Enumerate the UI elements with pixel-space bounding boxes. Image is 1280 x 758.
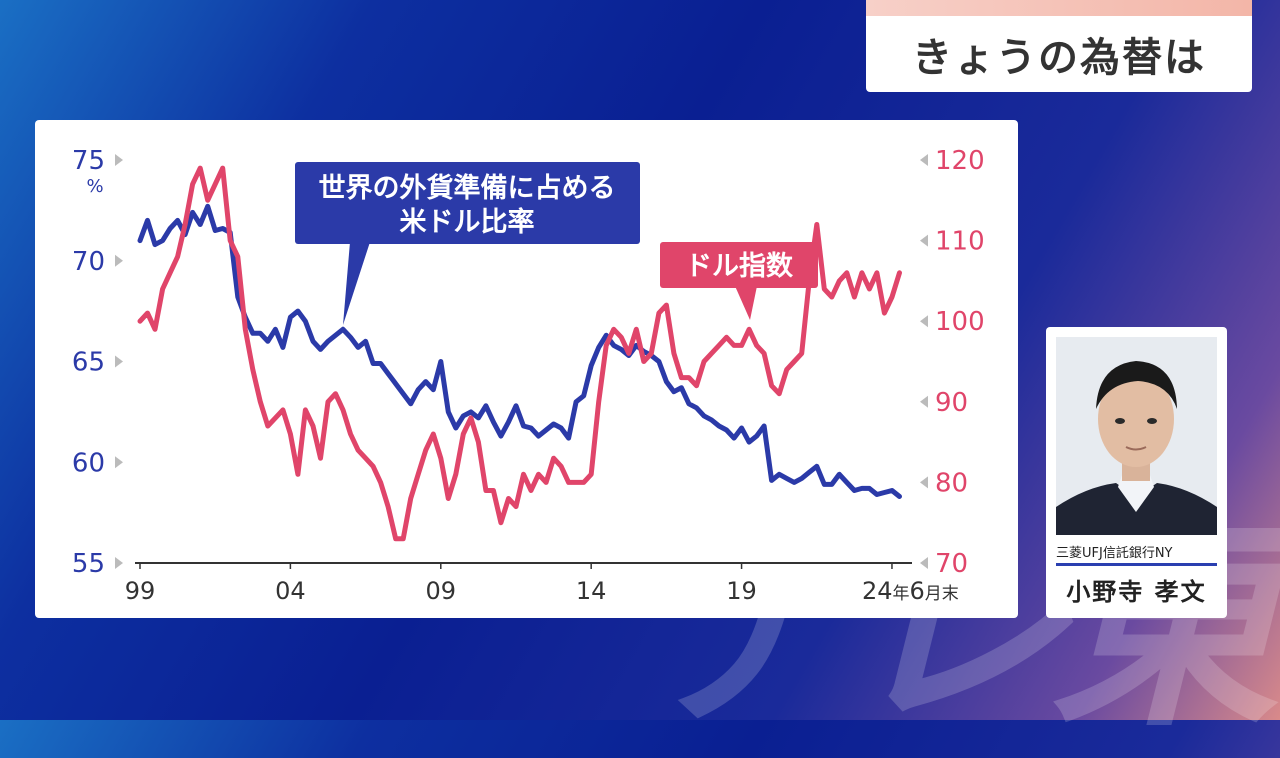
reserve-share-line (137, 203, 902, 499)
dual-axis-line-chart: 99 04 09 14 19 24年6月末 55 60 65 70 75% 70 80 90 100 110 1… (72, 146, 985, 605)
left-axis-tick-label: 65 (72, 348, 105, 378)
right-axis-tick-label: 90 (935, 388, 968, 418)
x-tick-label: 19 (726, 577, 757, 605)
right-axis-tick-marker (920, 395, 928, 408)
x-tick-label: 09 (426, 577, 457, 605)
right-axis-tick-marker (920, 154, 928, 166)
commentator-card: 三菱UFJ信託銀行NY 小野寺 孝文 (1046, 327, 1227, 618)
dollar-index-callout-box (660, 242, 818, 288)
left-axis-tick-label: 70 (72, 247, 105, 277)
right-axis-tick-marker (920, 557, 928, 569)
left-axis-tick-marker (115, 456, 123, 469)
topic-accent-strip (866, 0, 1252, 16)
x-tick-label: 14 (576, 577, 607, 605)
left-axis-tick-label: 60 (72, 448, 105, 478)
left-axis-unit: % (86, 176, 103, 197)
topic-title: きょうの為替は (866, 16, 1252, 92)
dollar-index-line (137, 165, 902, 542)
right-axis-tick-marker (920, 476, 928, 489)
right-axis-tick-marker (920, 234, 928, 247)
left-axis-tick-marker (115, 154, 123, 166)
left-axis-tick-marker (115, 557, 123, 569)
dollar-index-callout-pointer (735, 286, 757, 320)
right-axis-tick-marker (920, 315, 928, 328)
x-tick-label: 24年6月末 (862, 577, 959, 605)
right-axis-tick-label: 80 (935, 468, 968, 498)
reserve-callout-box (295, 162, 640, 244)
left-axis-tick-label: 75 (72, 146, 105, 176)
left-axis-tick-marker (115, 355, 123, 368)
x-tick-label: 99 (125, 577, 156, 605)
x-tick-label: 04 (275, 577, 306, 605)
commentator-photo (1056, 337, 1217, 535)
reserve-callout-text: 世界の外貨準備に占める (319, 172, 616, 204)
right-axis-tick-label: 100 (935, 307, 985, 337)
commentator-name: 小野寺 孝文 (1066, 578, 1207, 606)
left-axis-tick-marker (115, 254, 123, 267)
reserve-callout-text: 米ドル比率 (400, 206, 535, 238)
right-axis-tick-label: 70 (935, 549, 968, 579)
left-axis-tick-label: 55 (72, 549, 105, 579)
chart-panel: 99 04 09 14 19 24年6月末 55 60 65 70 75% 70 80 90 100 110 1… (35, 120, 1018, 618)
right-axis-tick-label: 110 (935, 227, 985, 257)
reserve-callout-pointer (343, 242, 370, 325)
right-axis-tick-label: 120 (935, 146, 985, 176)
commentator-org: 三菱UFJ信託銀行NY (1056, 542, 1217, 566)
dollar-index-callout-text: ドル指数 (685, 251, 794, 282)
